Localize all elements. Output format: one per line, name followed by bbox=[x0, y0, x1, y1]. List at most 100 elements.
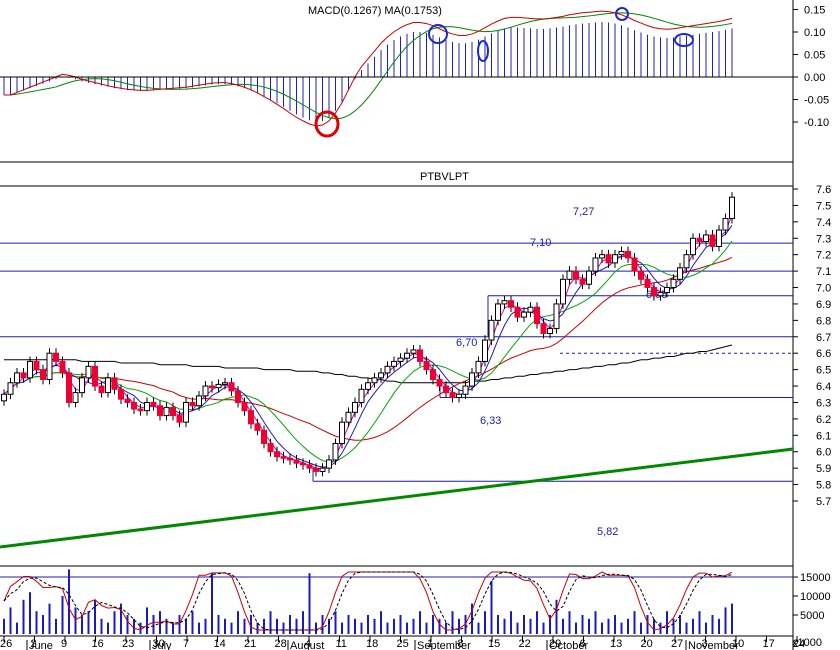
volume-bar bbox=[601, 622, 603, 634]
volume-bar bbox=[321, 615, 324, 634]
price-tick-label: 5.8 bbox=[816, 480, 831, 492]
price-tick-label: 6.1 bbox=[816, 430, 831, 442]
volume-bar bbox=[393, 618, 395, 634]
candle-body bbox=[534, 306, 540, 325]
candle-body bbox=[170, 406, 176, 417]
candle-body bbox=[410, 349, 417, 354]
candle-body bbox=[430, 369, 436, 380]
volume-bar bbox=[230, 622, 233, 634]
volume-bar bbox=[172, 622, 174, 634]
candle-body bbox=[98, 385, 105, 394]
macd-lines bbox=[0, 7, 793, 138]
volume-bar bbox=[711, 615, 714, 634]
volume-bar bbox=[445, 622, 447, 634]
volume-bar bbox=[224, 618, 226, 634]
ma-5 bbox=[3, 225, 733, 468]
volume-bar bbox=[523, 615, 525, 634]
highlight-circle-top bbox=[615, 7, 629, 21]
candle-body bbox=[547, 328, 553, 334]
volume-bar bbox=[256, 622, 259, 634]
volume-bar bbox=[61, 596, 64, 634]
candle-body bbox=[72, 392, 79, 403]
x-tick-label: 4 bbox=[305, 638, 311, 650]
highlight-circle-dip bbox=[477, 40, 489, 62]
candle-body bbox=[20, 372, 27, 379]
candle-body bbox=[293, 459, 300, 464]
price-tick-label: 7.1 bbox=[816, 266, 831, 278]
volume-bar bbox=[497, 615, 499, 634]
volume-bar bbox=[360, 622, 363, 634]
volume-bar bbox=[679, 615, 681, 634]
volume-bar bbox=[588, 618, 590, 634]
candle-body bbox=[495, 303, 501, 321]
volume-bar bbox=[581, 615, 584, 634]
candle-body bbox=[222, 382, 228, 385]
month-label: October bbox=[549, 640, 588, 650]
volume-bar bbox=[705, 622, 707, 634]
volume-bar bbox=[633, 611, 636, 634]
candle-body bbox=[79, 377, 85, 394]
x-tick-label: 7 bbox=[183, 638, 189, 650]
volume-bar bbox=[458, 618, 460, 634]
candle-body bbox=[423, 360, 430, 371]
x-tick-label: 22 bbox=[519, 638, 531, 650]
price-tick-label: 6.8 bbox=[816, 315, 831, 327]
macd-histogram bbox=[3, 22, 733, 122]
price-tick-label: 6.2 bbox=[816, 414, 831, 426]
candle-body bbox=[729, 196, 735, 220]
volume-bar bbox=[367, 615, 369, 634]
volume-bar bbox=[22, 599, 25, 634]
volume-bar bbox=[146, 607, 148, 634]
candle-body bbox=[163, 406, 170, 417]
candle-body bbox=[657, 291, 664, 297]
candle-body bbox=[105, 377, 111, 394]
volume-bar bbox=[81, 615, 83, 634]
x-tick-label: 3 bbox=[702, 638, 708, 650]
volume-bar bbox=[685, 622, 688, 634]
x-tick-label: 9 bbox=[61, 638, 67, 650]
volume-bar bbox=[16, 622, 18, 634]
volume-bar bbox=[529, 618, 532, 634]
volume-bar bbox=[133, 618, 135, 634]
volume-bar bbox=[451, 611, 454, 634]
month-label: November bbox=[688, 640, 739, 650]
volume-bar bbox=[412, 618, 415, 634]
candle-body bbox=[280, 456, 287, 459]
volume-unit-label: x1000 bbox=[792, 637, 822, 649]
volume-bar bbox=[243, 618, 246, 634]
price-tick-label: 7.4 bbox=[816, 217, 831, 229]
candle-body bbox=[176, 415, 183, 423]
candle-body bbox=[404, 352, 410, 359]
candle-body bbox=[215, 383, 222, 389]
volume-bar bbox=[490, 580, 493, 634]
candle-body bbox=[137, 408, 144, 412]
x-tick-label: 29 bbox=[549, 638, 561, 650]
candle-body bbox=[124, 398, 131, 403]
volume-bar bbox=[74, 607, 77, 634]
volume-bar bbox=[516, 622, 519, 634]
candle-body bbox=[651, 287, 657, 297]
volume-bar bbox=[178, 615, 181, 634]
volume-bar bbox=[35, 611, 38, 634]
volume-bar bbox=[55, 618, 57, 634]
month-label: June bbox=[29, 640, 53, 650]
price-tick-label: 6.6 bbox=[816, 348, 831, 360]
ma-10 bbox=[3, 240, 733, 463]
volume-bar bbox=[126, 615, 129, 634]
month-label: September bbox=[417, 640, 471, 650]
volume-bar bbox=[269, 611, 272, 634]
macd-tick-label: 0.05 bbox=[804, 50, 825, 62]
price-tick-label: 6.9 bbox=[816, 299, 831, 311]
candle-body bbox=[469, 372, 475, 387]
volume-bar bbox=[94, 599, 96, 634]
volume-bar bbox=[484, 611, 486, 634]
volume-bar bbox=[341, 622, 343, 634]
x-tick-label: 23 bbox=[122, 638, 134, 650]
macd-tick-label: -0.10 bbox=[804, 117, 829, 129]
volume-bar bbox=[373, 618, 376, 634]
x-tick-label: 18 bbox=[366, 638, 378, 650]
candle-body bbox=[722, 218, 729, 231]
candle-body bbox=[189, 401, 196, 407]
volume-bar bbox=[607, 618, 610, 634]
ma-long bbox=[4, 344, 733, 384]
